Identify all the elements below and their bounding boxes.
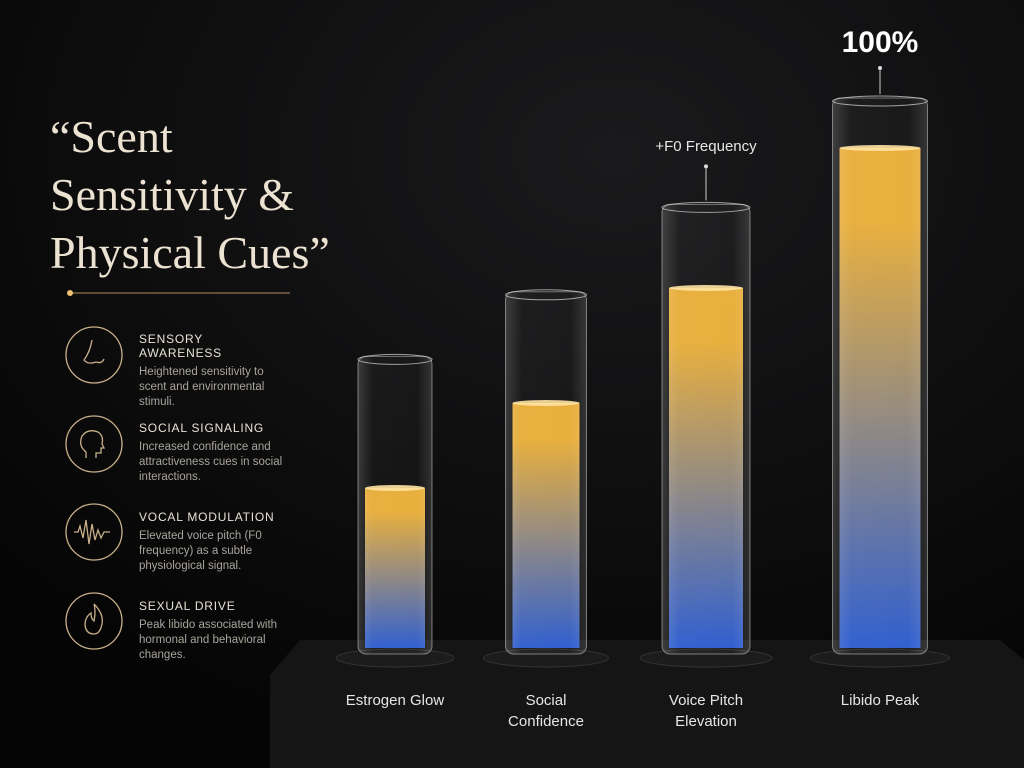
tube [505, 291, 587, 655]
x-tick-label: Social Confidence [508, 692, 584, 730]
icons [65, 326, 123, 650]
tube-rim [661, 201, 751, 213]
feature-heading: VOCAL MODULATION [139, 510, 275, 524]
annotation: +F0 Frequency [655, 138, 757, 156]
feature-heading: SEXUAL DRIVE [139, 599, 236, 613]
tube [832, 97, 928, 655]
title: “Scent Sensitivity & Physical Cues” [50, 111, 330, 278]
tube [357, 355, 433, 655]
feature-text: Heightened sensitivity to scent and envi… [139, 366, 265, 408]
feature-heading: SOCIAL SIGNALING [139, 421, 265, 435]
feature: SENSORY AWARENESS Heightened sensitivity … [139, 332, 289, 410]
divider-dot [67, 290, 73, 296]
feature: SOCIAL SIGNALING Increased confidence and… [139, 421, 289, 485]
feature-text: Peak libido associated with hormonal and… [139, 619, 278, 661]
tube-rim [357, 353, 433, 365]
connector-dot [878, 66, 882, 70]
feature: SEXUAL DRIVE Peak libido associated with … [139, 599, 289, 663]
value-label: 100% [841, 26, 919, 59]
feature-heading: SENSORY AWARENESS [139, 332, 222, 360]
connector-dot [704, 164, 708, 169]
x-tick-label: Voice Pitch Elevation [668, 692, 744, 730]
tube [661, 203, 751, 655]
feature-text: Increased confidence and attractiveness … [139, 441, 283, 483]
tube-rim [832, 95, 928, 107]
x-tick-label: Libido Peak [840, 692, 920, 709]
feature-text: Elevated voice pitch (F0 frequency) as a… [139, 530, 262, 572]
tube-rim [505, 289, 587, 301]
x-tick-label: Estrogen Glow [345, 692, 445, 709]
feature: VOCAL MODULATION Elevated voice pitch (F0… [139, 510, 289, 574]
platform [270, 640, 1024, 768]
